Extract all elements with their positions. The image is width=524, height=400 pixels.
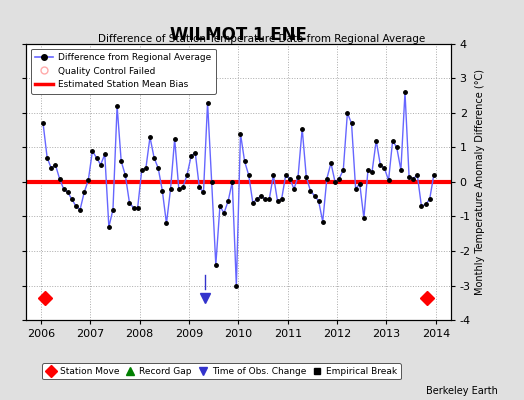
Title: WILMOT 1 ENE: WILMOT 1 ENE (170, 26, 307, 44)
Text: Difference of Station Temperature Data from Regional Average: Difference of Station Temperature Data f… (99, 34, 425, 44)
Legend: Station Move, Record Gap, Time of Obs. Change, Empirical Break: Station Move, Record Gap, Time of Obs. C… (42, 363, 401, 379)
Y-axis label: Monthly Temperature Anomaly Difference (°C): Monthly Temperature Anomaly Difference (… (475, 69, 485, 295)
Text: Berkeley Earth: Berkeley Earth (426, 386, 498, 396)
